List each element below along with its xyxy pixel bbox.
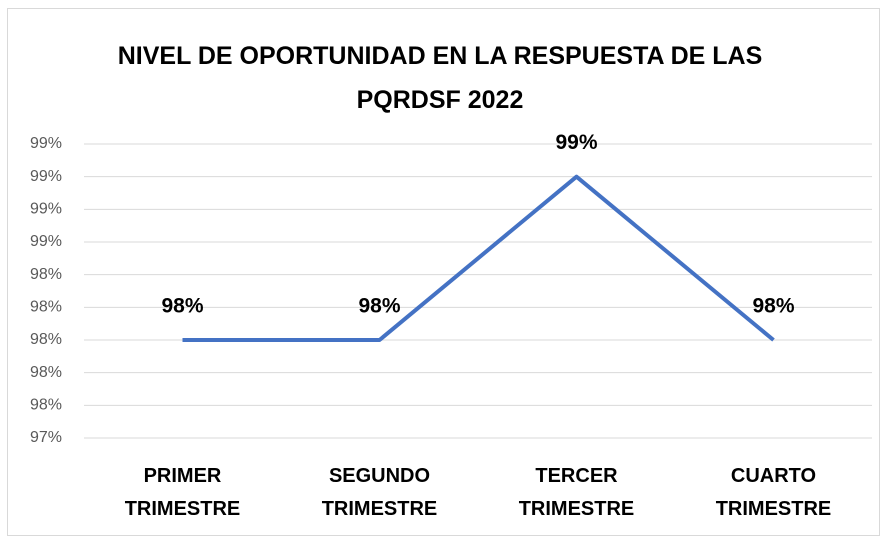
y-tick-label: 97% [30,429,62,446]
chart-title: NIVEL DE OPORTUNIDAD EN LA RESPUESTA DE … [117,42,763,114]
chart-border [7,8,880,536]
x-tick-label: CUARTO TRIMESTRE [715,465,832,520]
y-tick-label: 99% [30,233,62,250]
y-tick-label: 99% [30,135,62,152]
line [182,174,775,342]
x-tick-label: SEGUNDO TRIMESTRE [321,465,438,520]
y-tick-label: 98% [30,299,62,316]
data-label: 98% [161,295,203,318]
y-tick-label: 98% [30,266,62,283]
data-label: 99% [555,131,597,154]
y-tick-label: 98% [30,364,62,381]
y-tick-label: 98% [30,331,62,348]
data-label: 98% [358,295,400,318]
y-tick-label: 98% [30,397,62,414]
x-tick-label: TERCER TRIMESTRE [518,465,635,520]
x-tick-label: PRIMER TRIMESTRE [124,465,241,520]
y-tick-label: 99% [30,168,62,185]
y-tick-label: 99% [30,201,62,218]
data-label: 98% [752,295,794,318]
